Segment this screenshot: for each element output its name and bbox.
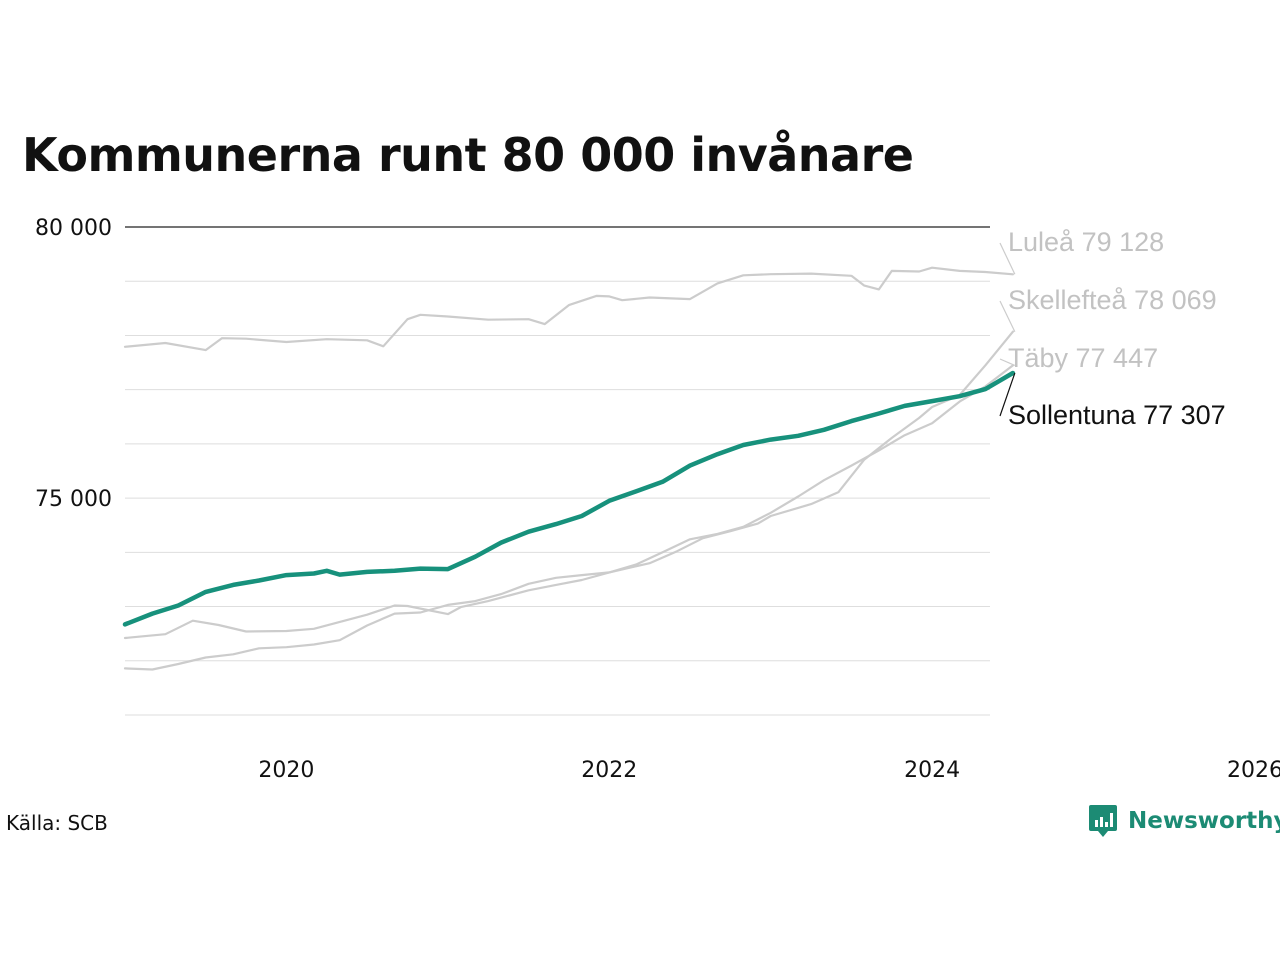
- label-leader: [999, 300, 1016, 332]
- label-leader: [999, 358, 1016, 366]
- series-line-täby: [123, 364, 1014, 671]
- chart-title: Kommunerna runt 80 000 invånare: [22, 128, 914, 182]
- series-line-skellefteå: [123, 330, 1014, 640]
- brand-name: Newsworthy: [1128, 808, 1280, 834]
- y-tick-label: 80 000: [35, 216, 112, 241]
- x-tick-label: 2026: [1227, 758, 1280, 783]
- newsworthy-logo-icon: [1089, 805, 1117, 837]
- series-end-label: Täby 77 447: [1008, 343, 1158, 373]
- x-tick-label: 2022: [581, 758, 637, 783]
- series-end-label: Skellefteå 78 069: [1008, 285, 1217, 315]
- x-tick-label: 2024: [904, 758, 960, 783]
- label-leader: [999, 372, 1016, 417]
- x-axis-ticks: 2020 2022 2024 2026: [258, 758, 1280, 783]
- brand-logo: Newsworthy: [1088, 804, 1280, 838]
- y-tick-label: 75 000: [35, 487, 112, 512]
- source-note: Källa: SCB: [6, 811, 108, 835]
- grid-lines: [125, 226, 990, 716]
- series-end-label: Luleå 79 128: [1008, 227, 1164, 257]
- y-axis-ticks: 75 000 80 000: [35, 216, 112, 512]
- series-lines: [122, 266, 1016, 671]
- series-line-sollentuna: [122, 370, 1016, 627]
- series-line-luleå: [123, 266, 1014, 352]
- series-end-label: Sollentuna 77 307: [1008, 400, 1226, 430]
- label-leader: [999, 242, 1016, 275]
- x-tick-label: 2020: [258, 758, 314, 783]
- series-end-labels: Luleå 79 128 Skellefteå 78 069 Täby 77 447…: [999, 227, 1226, 430]
